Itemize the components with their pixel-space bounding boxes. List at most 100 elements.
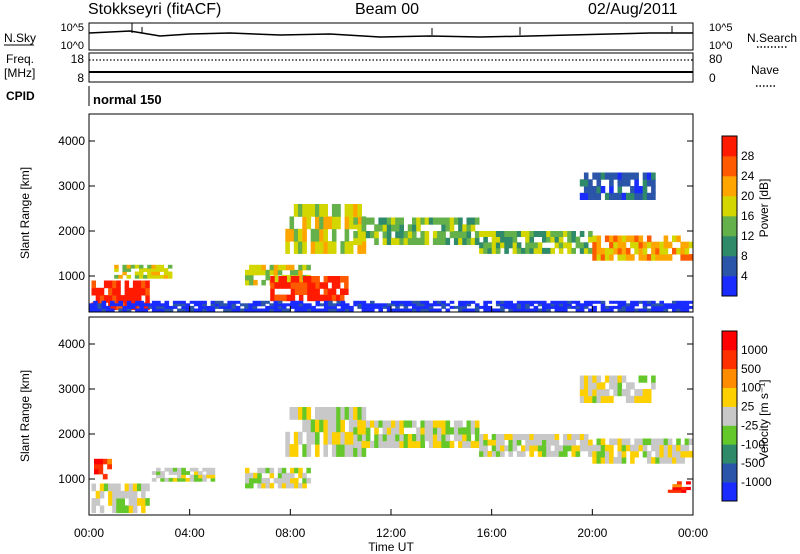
echo-cell <box>592 254 597 261</box>
velocity-echoes <box>91 375 694 514</box>
echo-cell <box>575 308 581 312</box>
echo-cell <box>630 235 635 243</box>
echo-cell <box>315 282 320 289</box>
echo-cell <box>516 305 522 309</box>
echo-cell <box>550 247 555 254</box>
echo-cell <box>151 477 157 482</box>
echo-cell <box>193 474 199 479</box>
echo-cell <box>145 287 150 296</box>
echo-cell <box>609 254 614 261</box>
echo-cell <box>395 303 400 307</box>
echo-cell <box>164 305 170 309</box>
echo-cell <box>331 407 337 420</box>
echo-cell <box>600 300 606 304</box>
echo-cell <box>646 172 652 180</box>
echo-cell <box>181 471 186 475</box>
echo-cell <box>340 308 346 312</box>
echo-cell <box>302 264 307 271</box>
echo-cell <box>298 305 304 309</box>
echo-cell <box>281 472 287 479</box>
echo-cell <box>579 308 585 312</box>
echo-cell <box>327 241 333 254</box>
echo-cell <box>529 445 534 452</box>
echo-cell <box>680 254 685 261</box>
echo-cell <box>659 303 664 307</box>
echo-cell <box>688 254 694 261</box>
echo-cell <box>546 439 551 446</box>
echo-cell <box>470 308 476 312</box>
echo-cell <box>630 241 635 249</box>
x-tick-label: 12:00 <box>376 526 406 540</box>
echo-cell <box>365 420 371 428</box>
echo-cell <box>116 287 121 296</box>
echo-cell <box>437 434 442 442</box>
echo-cell <box>424 427 430 435</box>
echo-cell <box>428 420 434 428</box>
echo-cell <box>474 231 480 239</box>
echo-cell <box>441 434 446 442</box>
echo-cell <box>412 434 417 442</box>
echo-cell <box>160 303 165 307</box>
echo-cell <box>663 303 669 307</box>
echo-cell <box>231 305 237 309</box>
echo-cell <box>525 300 530 304</box>
echo-cell <box>554 450 560 457</box>
echo-cell <box>315 276 320 283</box>
echo-cell <box>298 264 303 271</box>
echo-cell <box>311 305 316 309</box>
echo-cell <box>416 303 421 307</box>
echo-cell <box>474 305 480 309</box>
echo-cell <box>128 287 134 296</box>
echo-cell <box>336 444 341 457</box>
echo-cell <box>277 467 283 474</box>
echo-cell <box>139 271 144 276</box>
echo-cell <box>206 471 211 475</box>
echo-cell <box>621 444 627 452</box>
echo-cell <box>285 264 291 271</box>
echo-cell <box>141 490 146 499</box>
echo-cell <box>95 287 101 296</box>
echo-cell <box>336 419 341 433</box>
echo-cell <box>391 300 396 304</box>
echo-cell <box>261 279 266 286</box>
echo-cell <box>265 305 270 309</box>
echo-cell <box>500 303 505 307</box>
colorbar-tick-label: 8 <box>741 249 748 263</box>
echo-cell <box>659 241 664 249</box>
echo-cell <box>525 305 530 309</box>
echo-cell <box>319 308 325 312</box>
echo-cell <box>609 235 614 243</box>
echo-cell <box>588 247 593 254</box>
echo-cell <box>382 434 388 442</box>
echo-cell <box>567 305 572 309</box>
echo-cell <box>382 305 388 309</box>
echo-cell <box>93 305 98 309</box>
echo-cell <box>353 217 358 225</box>
echo-cell <box>588 389 593 397</box>
echo-cell <box>583 434 589 440</box>
echo-cell <box>554 300 560 304</box>
echo-cell <box>537 439 543 446</box>
echo-cell <box>563 303 568 307</box>
echo-cell <box>676 303 681 307</box>
echo-cell <box>311 294 316 302</box>
echo-cell <box>382 420 388 428</box>
echo-cell <box>94 463 99 470</box>
echo-cell <box>588 439 593 446</box>
echo-cell <box>323 444 328 457</box>
echo-cell <box>579 242 585 249</box>
echo-cell <box>533 439 539 446</box>
echo-cell <box>634 186 639 194</box>
echo-cell <box>365 427 371 435</box>
echo-cell <box>294 477 299 484</box>
echo-cell <box>290 282 296 289</box>
echo-cell <box>315 300 321 304</box>
echo-cell <box>630 444 635 452</box>
echo-cell <box>412 303 417 307</box>
echo-cell <box>391 308 396 312</box>
echo-cell <box>684 303 690 307</box>
echo-cell <box>630 300 635 304</box>
echo-cell <box>600 254 606 261</box>
echo-cell <box>319 204 324 217</box>
